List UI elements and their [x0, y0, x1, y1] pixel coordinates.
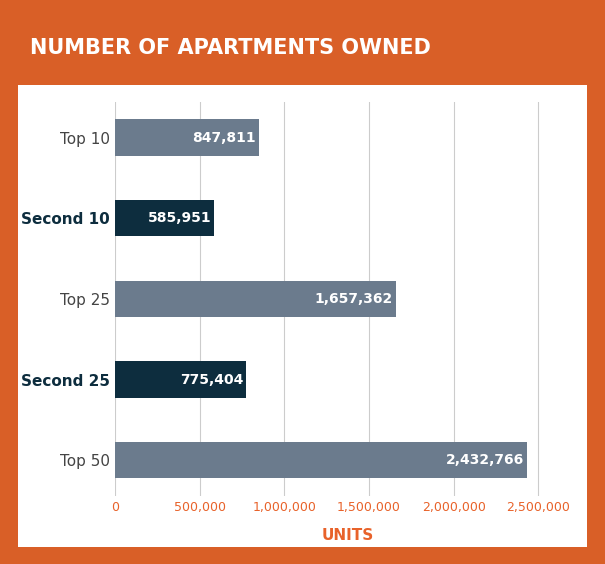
Text: 847,811: 847,811: [192, 131, 256, 144]
Text: NUMBER OF APARTMENTS OWNED: NUMBER OF APARTMENTS OWNED: [30, 38, 431, 58]
Text: 585,951: 585,951: [148, 212, 212, 225]
Bar: [115, 362, 246, 398]
X-axis label: UNITS: UNITS: [322, 528, 374, 543]
Bar: [115, 120, 258, 156]
Text: 1,657,362: 1,657,362: [315, 292, 393, 306]
Bar: [115, 442, 527, 478]
Bar: [115, 200, 214, 236]
Bar: [115, 281, 396, 317]
Text: 2,432,766: 2,432,766: [446, 453, 525, 467]
Text: 775,404: 775,404: [180, 373, 244, 386]
